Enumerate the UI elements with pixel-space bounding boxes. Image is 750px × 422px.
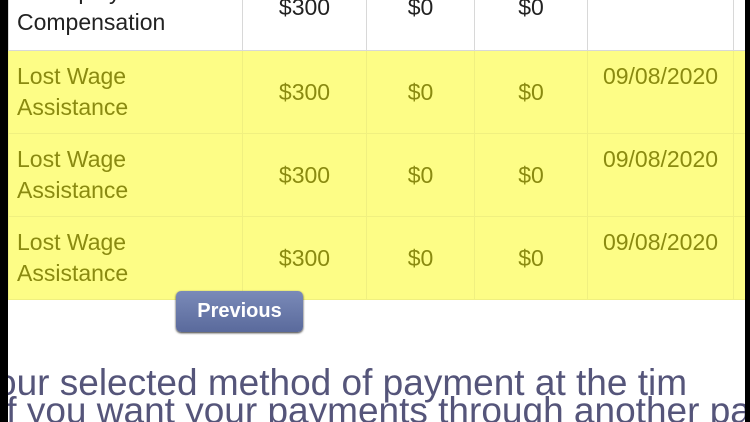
deduction-cell: $0 xyxy=(366,133,475,217)
withheld-cell: $0 xyxy=(474,216,588,300)
amount-cell: $300 xyxy=(242,50,367,134)
program-cell: Lost Wage Assistance xyxy=(8,216,243,300)
extra-cell xyxy=(733,133,745,217)
deduction-cell: $0 xyxy=(366,0,475,51)
date-cell: 09/08/2020 xyxy=(587,216,734,300)
amount-cell: $300 xyxy=(242,216,367,300)
extra-cell xyxy=(733,50,745,134)
extra-cell xyxy=(733,0,745,51)
payment-table: Unemployment Compensation $300 $0 $0 Los… xyxy=(8,0,745,300)
withheld-cell: $0 xyxy=(474,50,588,134)
deduction-cell: $0 xyxy=(366,50,475,134)
withheld-cell: $0 xyxy=(474,0,588,51)
previous-button[interactable]: Previous xyxy=(176,291,303,332)
payment-info-text-2: If you want your payments through anothe… xyxy=(8,390,745,422)
amount-cell: $300 xyxy=(242,133,367,217)
table-row: Unemployment Compensation $300 $0 $0 xyxy=(8,0,745,51)
table-row: Lost Wage Assistance $300 $0 $0 09/08/20… xyxy=(8,50,745,134)
payment-history-page: Unemployment Compensation $300 $0 $0 Los… xyxy=(8,0,745,422)
amount-cell: $300 xyxy=(242,0,367,51)
payment-info-text: our selected method of payment at the ti… xyxy=(8,362,688,403)
withheld-cell: $0 xyxy=(474,133,588,217)
program-cell: Lost Wage Assistance xyxy=(8,50,243,134)
deduction-cell: $0 xyxy=(366,216,475,300)
date-cell xyxy=(587,0,734,51)
table-row: Lost Wage Assistance $300 $0 $0 09/08/20… xyxy=(8,216,745,300)
program-cell: Lost Wage Assistance xyxy=(8,133,243,217)
program-cell: Unemployment Compensation xyxy=(8,0,243,51)
table-row: Lost Wage Assistance $300 $0 $0 09/08/20… xyxy=(8,133,745,217)
date-cell: 09/08/2020 xyxy=(587,50,734,134)
extra-cell xyxy=(733,216,745,300)
date-cell: 09/08/2020 xyxy=(587,133,734,217)
